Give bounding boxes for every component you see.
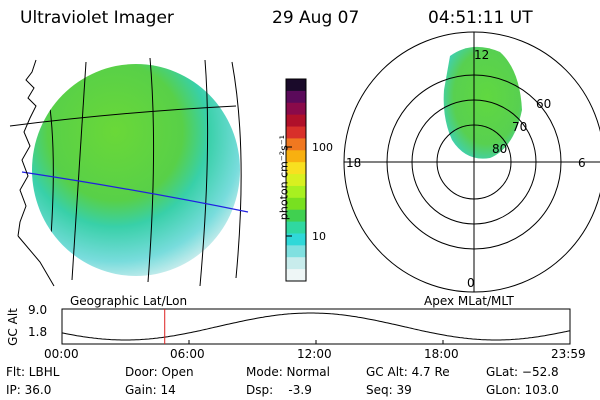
colorbar-segment — [286, 209, 306, 223]
mlat-label-60: 60 — [536, 97, 552, 111]
info-door: Door: Open — [125, 365, 194, 379]
mlt-label-6: 6 — [578, 156, 586, 170]
alt-xtick-3: 18:00 — [424, 347, 459, 361]
mlt-label-18: 18 — [346, 156, 362, 170]
geographic-image — [9, 57, 249, 287]
info-glon: GLon: 103.0 — [486, 383, 559, 397]
info-dsp: Dsp: -3.9 — [246, 383, 312, 397]
colorbar-segment — [286, 162, 306, 175]
info-ip: IP: 36.0 — [6, 383, 52, 397]
colorbar-segment — [286, 114, 306, 128]
time-label: 04:51:11 UT — [428, 8, 533, 28]
info-gc-alt: GC Alt: 4.7 Re — [366, 365, 450, 379]
alt-xtick-1: 06:00 — [170, 347, 205, 361]
colorbar-segment — [286, 257, 306, 270]
colorbar-segment — [286, 102, 306, 116]
colorbar — [286, 79, 306, 282]
instrument-title: Ultraviolet Imager — [20, 8, 174, 28]
alt-xtick-2: 12:00 — [297, 347, 332, 361]
colorbar-segment — [286, 245, 306, 258]
mlt-label-0: 0 — [467, 276, 475, 290]
alt-xtick-0: 00:00 — [44, 347, 79, 361]
mlat-label-70: 70 — [512, 120, 528, 134]
colorbar-segment — [286, 79, 306, 92]
alt-ytick-low: 1.8 — [28, 325, 48, 339]
colorbar-segment — [286, 185, 306, 199]
colorbar-segment — [286, 269, 306, 282]
info-mode: Mode: Normal — [246, 365, 330, 379]
mlt-label-12: 12 — [474, 48, 490, 62]
colorbar-segment — [286, 138, 306, 151]
polar-plot — [343, 31, 600, 293]
colorbar-segment — [286, 221, 306, 234]
apex-label: Apex MLat/MLT — [424, 294, 514, 308]
colorbar-segment — [286, 174, 306, 187]
altitude-plot — [61, 308, 571, 345]
colorbar-segment — [286, 90, 306, 104]
date-label: 29 Aug 07 — [272, 8, 360, 28]
colorbar-tick-10: 10 — [312, 230, 326, 243]
colorbar-tick-100: 100 — [312, 141, 333, 154]
colorbar-segment — [286, 150, 306, 163]
info-seq: Seq: 39 — [366, 383, 412, 397]
info-gain: Gain: 14 — [125, 383, 176, 397]
alt-ylabel: GC Alt — [5, 308, 20, 346]
geographic-label: Geographic Lat/Lon — [70, 294, 188, 308]
mlat-label-80: 80 — [492, 142, 508, 156]
alt-xtick-4: 23:59 — [551, 347, 586, 361]
colorbar-segment — [286, 126, 306, 139]
alt-ytick-high: 9.0 — [28, 303, 48, 317]
colorbar-unit-label: photon cm⁻²s⁻¹ — [277, 134, 291, 221]
info-filter: Flt: LBHL — [6, 365, 60, 379]
colorbar-segment — [286, 233, 306, 246]
info-glat: GLat: −52.8 — [486, 365, 559, 379]
colorbar-segment — [286, 197, 306, 211]
